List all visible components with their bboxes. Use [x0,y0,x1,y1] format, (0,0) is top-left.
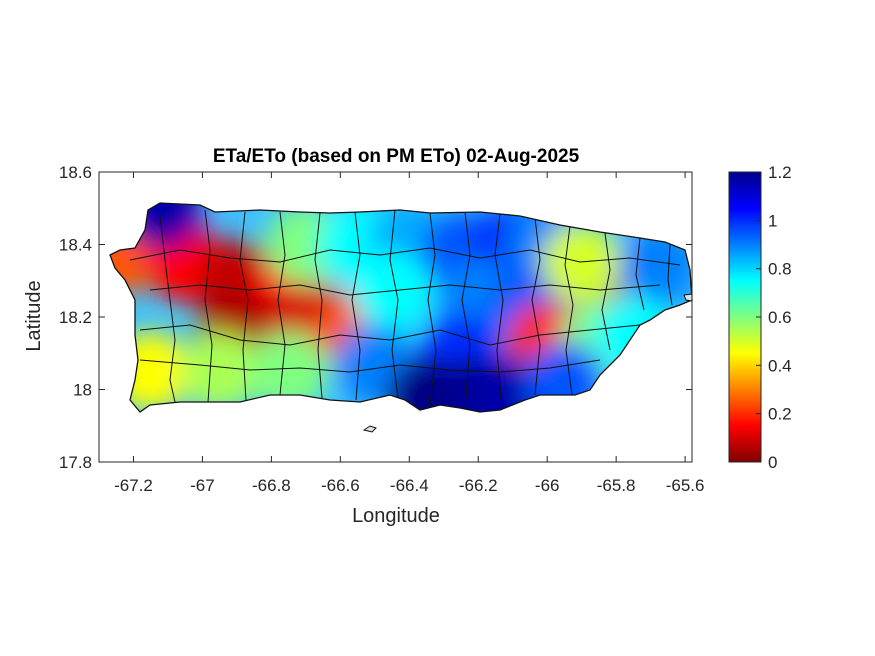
colorbar-gradient [728,171,762,463]
y-tick-label: 18.2 [59,308,92,327]
y-tick-label: 17.8 [59,453,92,472]
colorbar-ticks: 0 0.2 0.4 0.6 0.8 1 1.2 [756,163,792,472]
colorbar-tick-label: 1.2 [768,163,792,182]
municipality-border [635,237,645,311]
chart-title: ETa/ETo (based on PM ETo) 02-Aug-2025 [213,146,580,167]
municipality-border [139,324,641,346]
x-tick-label: -66.8 [252,476,291,495]
colorbar-tick-label: 0.4 [768,356,792,375]
colorbar: 0 0.2 0.4 0.6 0.8 1 1.2 [728,163,792,472]
offshore-islet-east [683,293,693,302]
municipality-border [564,225,574,396]
y-tick-label: 18.6 [59,163,92,182]
x-tick-label: -65.8 [597,476,636,495]
y-axis: 17.8 18 18.2 18.4 18.6 [59,163,692,472]
municipality-borders [129,209,681,411]
x-tick-label: -66.2 [459,476,498,495]
municipality-border [239,211,249,401]
x-tick-label: -67 [190,476,215,495]
municipality-border [494,213,504,411]
municipality-border [427,212,437,406]
colorbar-tick-label: 0.8 [768,260,792,279]
colorbar-tick-label: 0.6 [768,308,792,327]
colorbar-tick-label: 0.2 [768,405,792,424]
municipality-border [461,211,471,409]
x-axis: -67.2 -67 -66.8 -66.6 -66.4 -66.2 -66 -65.8 -65.… [114,172,704,495]
municipality-border [314,212,323,399]
municipality-border [389,209,399,399]
x-tick-label: -65.6 [666,476,705,495]
x-tick-label: -66.4 [390,476,429,495]
value-zone [248,331,329,412]
municipality-border [159,214,176,403]
x-axis-label: Longitude [352,505,440,527]
value-zone [352,251,433,332]
municipality-border [277,211,286,396]
island-map [109,202,693,433]
value-zone [179,331,260,412]
y-tick-label: 18.4 [59,236,92,255]
y-axis-label: Latitude [23,280,45,351]
x-tick-label: -67.2 [114,476,153,495]
municipality-border [149,284,661,296]
municipality-border [139,359,601,373]
x-tick-label: -66.6 [321,476,360,495]
municipality-border [204,209,213,403]
y-tick-label: 18 [73,381,92,400]
municipality-border [667,243,673,306]
island-outline [109,202,693,413]
value-zone [541,222,622,303]
colorbar-tick-label: 0 [768,453,777,472]
x-tick-label: -66 [535,476,560,495]
municipality-border [351,211,361,401]
colorbar-tick-label: 1 [768,211,777,230]
offshore-islet [362,425,377,433]
municipality-border [601,232,611,351]
municipality-border [129,247,681,266]
municipality-border [531,217,541,396]
